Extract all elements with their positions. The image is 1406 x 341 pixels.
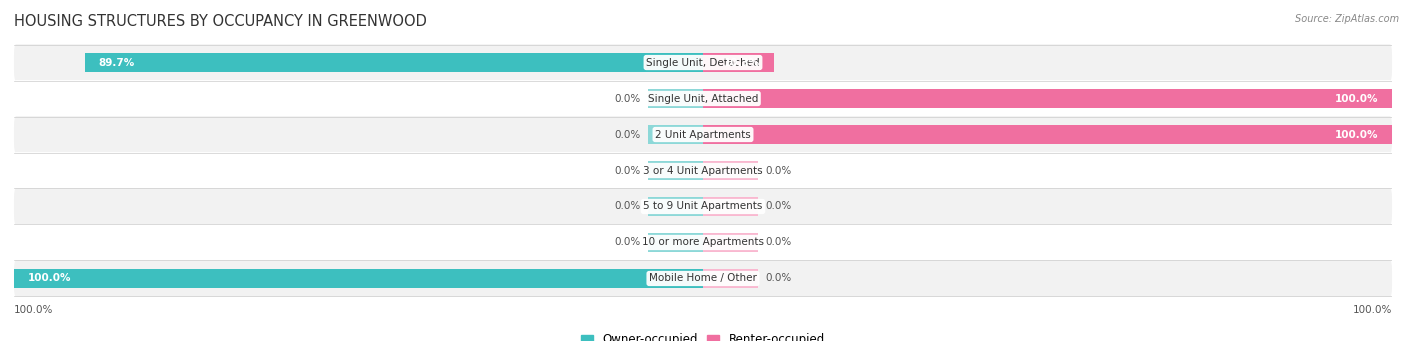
FancyBboxPatch shape: [14, 80, 1392, 117]
FancyBboxPatch shape: [14, 260, 1392, 297]
Bar: [84, 53, 703, 72]
Bar: [703, 125, 1392, 144]
Text: 0.0%: 0.0%: [765, 273, 792, 283]
Text: 100.0%: 100.0%: [14, 306, 53, 315]
Text: 100.0%: 100.0%: [1334, 93, 1378, 104]
Text: 100.0%: 100.0%: [1353, 306, 1392, 315]
Text: 0.0%: 0.0%: [614, 165, 641, 176]
Bar: [703, 269, 758, 288]
Text: 89.7%: 89.7%: [98, 58, 135, 68]
Text: 0.0%: 0.0%: [765, 165, 792, 176]
Text: 3 or 4 Unit Apartments: 3 or 4 Unit Apartments: [643, 165, 763, 176]
Text: 2 Unit Apartments: 2 Unit Apartments: [655, 130, 751, 139]
Bar: [703, 233, 758, 252]
Text: 10 or more Apartments: 10 or more Apartments: [643, 237, 763, 248]
Text: 0.0%: 0.0%: [614, 93, 641, 104]
Bar: [703, 53, 773, 72]
FancyBboxPatch shape: [14, 44, 1392, 81]
Bar: [648, 233, 703, 252]
Text: 100.0%: 100.0%: [1334, 130, 1378, 139]
Text: HOUSING STRUCTURES BY OCCUPANCY IN GREENWOOD: HOUSING STRUCTURES BY OCCUPANCY IN GREEN…: [14, 14, 427, 29]
Bar: [648, 89, 703, 108]
Text: 0.0%: 0.0%: [614, 130, 641, 139]
Text: 100.0%: 100.0%: [28, 273, 72, 283]
FancyBboxPatch shape: [14, 152, 1392, 189]
Bar: [14, 269, 703, 288]
Bar: [703, 161, 758, 180]
Text: Mobile Home / Other: Mobile Home / Other: [650, 273, 756, 283]
Text: 0.0%: 0.0%: [765, 202, 792, 211]
Bar: [703, 197, 758, 216]
Text: 0.0%: 0.0%: [765, 237, 792, 248]
Text: Single Unit, Detached: Single Unit, Detached: [647, 58, 759, 68]
Text: 10.3%: 10.3%: [724, 58, 761, 68]
Text: 0.0%: 0.0%: [614, 202, 641, 211]
Text: Source: ZipAtlas.com: Source: ZipAtlas.com: [1295, 14, 1399, 24]
Text: Single Unit, Attached: Single Unit, Attached: [648, 93, 758, 104]
FancyBboxPatch shape: [14, 224, 1392, 261]
Legend: Owner-occupied, Renter-occupied: Owner-occupied, Renter-occupied: [576, 329, 830, 341]
Bar: [648, 125, 703, 144]
FancyBboxPatch shape: [14, 188, 1392, 225]
Text: 5 to 9 Unit Apartments: 5 to 9 Unit Apartments: [644, 202, 762, 211]
Text: 0.0%: 0.0%: [614, 237, 641, 248]
Bar: [648, 197, 703, 216]
FancyBboxPatch shape: [14, 116, 1392, 153]
Bar: [703, 89, 1392, 108]
Bar: [648, 161, 703, 180]
